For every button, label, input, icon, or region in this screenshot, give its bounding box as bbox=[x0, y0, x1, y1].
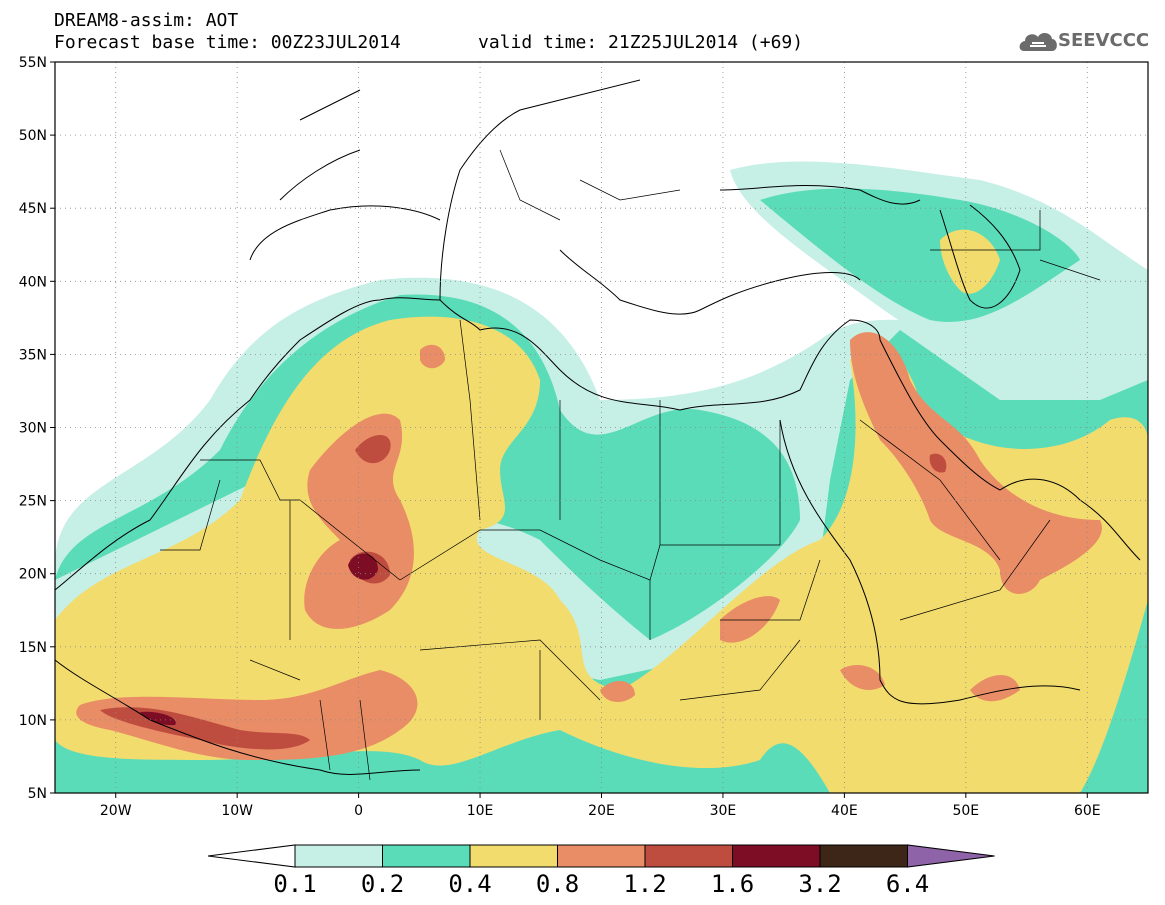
colorbar-segment bbox=[469, 844, 558, 868]
graticule bbox=[55, 62, 1148, 793]
colorbar-segment bbox=[382, 844, 471, 868]
colorbar-segment bbox=[644, 844, 733, 868]
colorbar-level-label: 3.2 bbox=[798, 870, 842, 898]
colorbar-level-label: 1.6 bbox=[710, 870, 755, 898]
lon-label: 60E bbox=[1074, 803, 1101, 819]
colorbar-level-label: 0.1 bbox=[273, 870, 317, 898]
lon-label: 30E bbox=[710, 803, 737, 819]
lon-label: 20W bbox=[100, 803, 132, 819]
lon-label: 10W bbox=[221, 803, 253, 819]
aot-0.8-region-sudan bbox=[720, 596, 780, 643]
title-product: DREAM8-assim: AOT bbox=[54, 10, 239, 31]
colorbar-segment bbox=[294, 844, 383, 868]
lon-label: 10E bbox=[467, 803, 494, 819]
lat-label: 30N bbox=[19, 421, 47, 437]
lat-label: 40N bbox=[19, 274, 47, 290]
lat-label: 35N bbox=[19, 347, 47, 363]
aot-1.6-region-guinea bbox=[140, 711, 176, 726]
lat-label: 50N bbox=[19, 128, 47, 144]
aot-1.2-region bbox=[355, 435, 391, 464]
lat-label: 45N bbox=[19, 201, 47, 217]
colorbar-level-label: 0.8 bbox=[535, 870, 580, 898]
lat-label: 5N bbox=[28, 786, 47, 802]
lat-label: 15N bbox=[19, 640, 47, 656]
longitude-labels: 20W 10W 0 10E 20E 30E 40E 50E 60E bbox=[100, 803, 1101, 819]
aot-0.2-region-caspian bbox=[760, 188, 1080, 322]
aot-0.8-region-atlas bbox=[420, 344, 445, 369]
aot-0.8-region-ethiopia bbox=[840, 665, 885, 690]
valid-time: valid time: 21Z25JUL2014 (+69) bbox=[478, 32, 804, 53]
latitude-labels: 55N 50N 45N 40N 35N 30N 25N 20N 15N 10N 5N bbox=[19, 55, 47, 802]
forecast-base-time: Forecast base time: 00Z23JUL2014 bbox=[54, 32, 401, 53]
colorbar-arrow-high bbox=[907, 844, 995, 868]
aot-0.8-region-guinea bbox=[76, 670, 418, 760]
lat-label: 10N bbox=[19, 713, 47, 729]
lat-label: 55N bbox=[19, 55, 47, 71]
lat-label: 25N bbox=[19, 494, 47, 510]
logo-text: SEEVCCC bbox=[1058, 30, 1150, 51]
colorbar-level-label: 1.2 bbox=[623, 870, 667, 898]
colorbar-segment bbox=[819, 844, 908, 868]
lon-label: 20E bbox=[588, 803, 615, 819]
aot-1.2-region-kuwait bbox=[929, 453, 947, 473]
colorbar bbox=[207, 844, 995, 868]
aot-0.8-region-chad bbox=[600, 680, 635, 702]
axis-ticks bbox=[50, 61, 1088, 798]
lat-label: 20N bbox=[19, 567, 47, 583]
coastlines bbox=[55, 79, 1141, 775]
colorbar-segment bbox=[732, 844, 821, 868]
aot-0.8-region-arabia bbox=[850, 332, 1102, 594]
cloud-logo-icon bbox=[1019, 33, 1057, 51]
colorbar-arrow-low bbox=[207, 844, 296, 868]
lon-label: 0 bbox=[354, 803, 363, 819]
colorbar-segment bbox=[557, 844, 646, 868]
colorbar-level-label: 0.4 bbox=[448, 870, 492, 898]
lon-label: 40E bbox=[831, 803, 858, 819]
aot-0.4-region-caspian bbox=[940, 229, 1000, 294]
colorbar-level-label: 6.4 bbox=[885, 870, 930, 898]
lon-label: 50E bbox=[952, 803, 979, 819]
aot-1.6-region bbox=[348, 553, 378, 580]
colorbar-level-label: 0.2 bbox=[360, 870, 405, 898]
